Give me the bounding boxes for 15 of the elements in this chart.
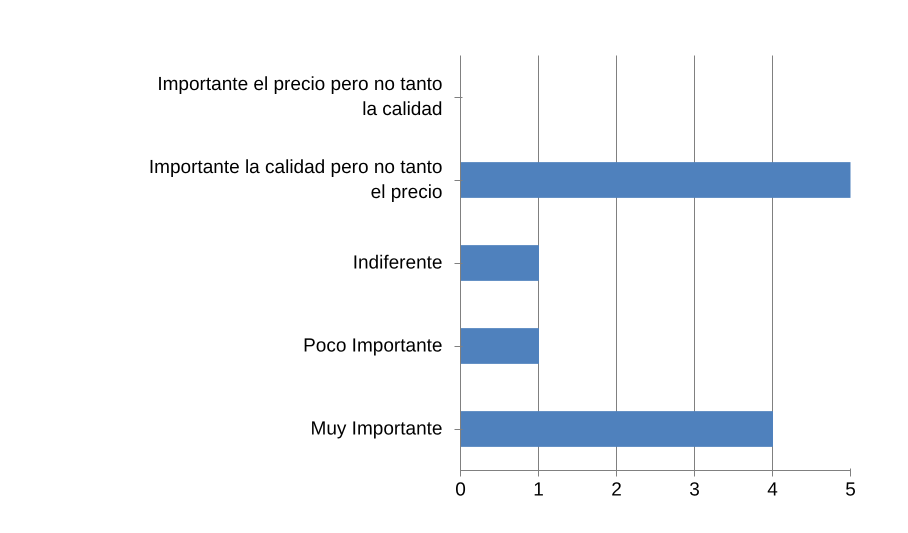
bar [460,411,773,447]
x-tick-label: 0 [455,480,466,500]
y-tick-label: Importante la calidad pero no tanto el precio [148,156,443,204]
y-tick-label: Indiferente [352,252,443,274]
x-tick-label: 2 [611,480,622,500]
x-tick-label: 3 [689,480,700,500]
bar [460,328,539,364]
bar [460,245,539,281]
x-tick-label: 4 [767,480,778,500]
x-tick-label: 5 [845,480,856,500]
bar [460,162,850,198]
x-tick-label: 1 [533,480,544,500]
y-tick-label: Muy Importante [310,418,442,440]
y-tick-label: Poco Importante [303,336,443,356]
y-tick-label: Importante el precio pero no tanto la calidad [157,74,443,120]
